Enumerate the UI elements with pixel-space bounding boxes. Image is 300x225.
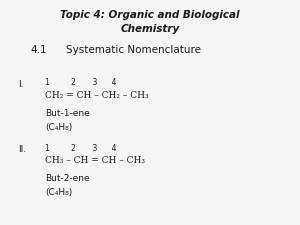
Text: Chemistry: Chemistry [120, 24, 180, 34]
Text: (C₄H₈): (C₄H₈) [45, 123, 72, 132]
Text: Systematic Nomenclature: Systematic Nomenclature [66, 45, 201, 55]
Text: Topic 4: Organic and Biological: Topic 4: Organic and Biological [60, 10, 240, 20]
Text: But-1-ene: But-1-ene [45, 109, 90, 118]
Text: II.: II. [18, 145, 26, 154]
Text: I.: I. [18, 80, 23, 89]
Text: But-2-ene: But-2-ene [45, 174, 90, 183]
Text: (C₄H₈): (C₄H₈) [45, 188, 72, 197]
Text: CH₂ = CH – CH₂ – CH₃: CH₂ = CH – CH₂ – CH₃ [45, 91, 148, 100]
Text: 1         2       3      4: 1 2 3 4 [45, 144, 116, 153]
Text: CH₃ – CH = CH – CH₃: CH₃ – CH = CH – CH₃ [45, 156, 145, 165]
Text: 4.1: 4.1 [30, 45, 46, 55]
Text: 1         2       3      4: 1 2 3 4 [45, 78, 116, 87]
